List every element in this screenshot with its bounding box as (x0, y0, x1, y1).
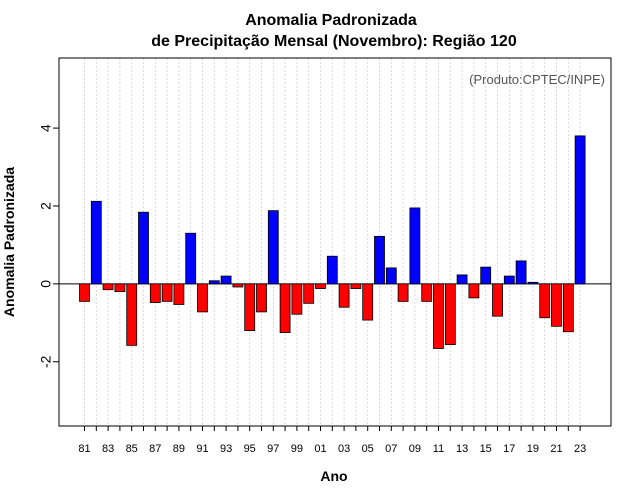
bar-1988 (161, 283, 173, 302)
bar-1998 (279, 283, 291, 333)
x-tick-label: 89 (173, 443, 185, 455)
bar-2012 (444, 283, 456, 346)
x-axis: 81 83 85 87 89 91 93 95 97 99 01 03 05 07 09 11 13 15 17 19… (78, 426, 586, 455)
bar-2013 (456, 274, 468, 285)
x-tick-label: 11 (433, 443, 444, 455)
bar-2001 (315, 283, 326, 289)
x-tick-label: 99 (291, 443, 303, 455)
x-tick-label: 93 (220, 443, 232, 455)
x-tick-label: 81 (78, 443, 90, 455)
y-tick-label: -2 (38, 355, 54, 368)
y-tick-label: 2 (38, 202, 54, 210)
y-axis-label: Anomalia Padronizada (1, 167, 17, 317)
x-tick-label: 13 (456, 443, 468, 455)
bar-1985 (126, 283, 138, 346)
bar-1990 (185, 232, 197, 285)
plot-frame (58, 57, 612, 427)
x-tick-label: 87 (149, 443, 161, 455)
bar-1996 (256, 283, 267, 313)
bar-2020 (539, 283, 551, 319)
x-tick-label: 01 (314, 443, 326, 455)
bar-2021 (551, 283, 562, 327)
bar-2019 (527, 281, 539, 285)
bar-2008 (397, 283, 409, 302)
bar-2022 (562, 283, 574, 333)
x-tick-label: 21 (550, 443, 562, 455)
bar-2015 (480, 266, 492, 285)
bar-1991 (197, 283, 208, 313)
x-tick-label: 07 (385, 443, 397, 455)
bar-1995 (244, 283, 256, 331)
bar-1994 (232, 283, 244, 288)
x-tick-label: 97 (267, 443, 279, 455)
bar-2005 (362, 283, 374, 321)
bar-2007 (385, 267, 397, 285)
x-tick-label: 91 (196, 443, 208, 455)
bar-1987 (149, 283, 161, 303)
bar-1981 (79, 283, 90, 302)
x-tick-label: 03 (338, 443, 350, 455)
y-tick-label: 4 (38, 124, 54, 132)
bar-2011 (433, 283, 444, 349)
bar-1982 (90, 200, 102, 285)
bar-1997 (267, 210, 279, 285)
grid-lines (84, 58, 581, 426)
bar-2018 (515, 260, 527, 285)
bar-1984 (114, 283, 126, 293)
chart-subtitle: de Precipitação Mensal (Novembro): Regiã… (151, 33, 517, 50)
x-tick-label: 83 (102, 443, 114, 455)
bar-2003 (338, 283, 350, 308)
x-tick-label: 23 (574, 443, 586, 455)
bars (79, 135, 586, 349)
chart-title: Anomalia Padronizada (245, 12, 417, 29)
y-axis: -2 0 2 4 (38, 124, 59, 368)
x-tick-label: 05 (362, 443, 374, 455)
bar-1989 (173, 283, 185, 305)
bar-2006 (374, 235, 385, 285)
credit-text: (Produto:CPTEC/INPE) (469, 72, 605, 87)
bar-2009 (409, 207, 421, 285)
bar-2016 (492, 283, 503, 317)
bar-2004 (350, 283, 362, 289)
bar-1993 (220, 275, 232, 285)
bar-1986 (138, 211, 149, 285)
bar-2023 (574, 135, 586, 285)
bar-2000 (303, 283, 315, 304)
bar-1992 (208, 280, 220, 285)
x-tick-label: 15 (480, 443, 492, 455)
bar-2002 (326, 255, 338, 285)
x-axis-label: Ano (320, 468, 347, 484)
x-tick-label: 09 (409, 443, 421, 455)
bar-2017 (503, 275, 515, 285)
x-tick-label: 17 (503, 443, 515, 455)
x-tick-label: 19 (527, 443, 539, 455)
bar-2014 (468, 283, 480, 299)
bar-1999 (291, 283, 303, 315)
x-tick-label: 95 (244, 443, 256, 455)
y-tick-label: 0 (38, 280, 54, 288)
bar-1983 (102, 283, 114, 291)
x-tick-label: 85 (126, 443, 138, 455)
bar-2010 (421, 283, 433, 302)
